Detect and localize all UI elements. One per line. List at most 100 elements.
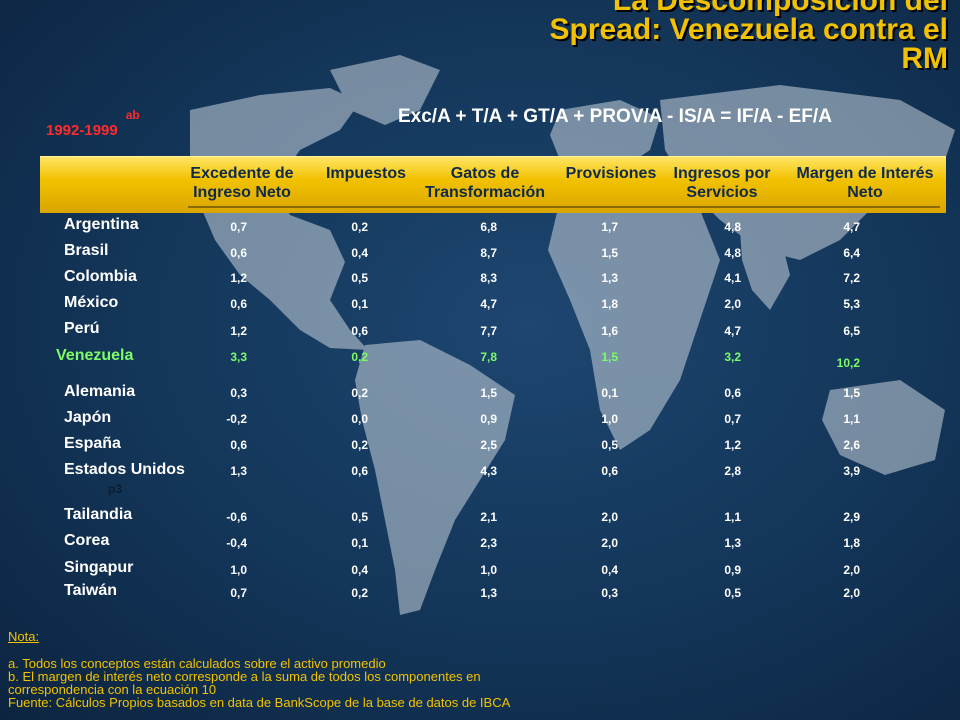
- header-underline: [188, 206, 940, 208]
- table-cell: 1,7: [601, 220, 618, 234]
- table-cell: 0,9: [480, 412, 497, 426]
- table-cell: 5,3: [843, 297, 860, 311]
- table-cell: 1,1: [843, 412, 860, 426]
- table-cell: 4,7: [843, 220, 860, 234]
- country-label: Estados Unidos: [64, 461, 185, 478]
- table-cell: 3,3: [230, 350, 247, 364]
- north-america-shape: [190, 88, 368, 350]
- table-cell: 0,1: [351, 297, 368, 311]
- slide-title: La Descomposición del Spread: Venezuela …: [549, 0, 948, 75]
- country-label: Venezuela: [56, 347, 134, 364]
- table-cell: 0,1: [601, 386, 618, 400]
- table-cell: 1,3: [601, 271, 618, 285]
- note-line: b. El margen de interés neto corresponde…: [8, 669, 481, 684]
- country-label: Alemania: [64, 383, 136, 400]
- country-label: Argentina: [64, 216, 139, 233]
- table-cell: 1,8: [843, 536, 860, 550]
- country-label: Brasil: [64, 242, 109, 259]
- table-cell: 0,0: [351, 412, 368, 426]
- table-cell: 2,1: [480, 510, 497, 524]
- table-cell: -0,4: [226, 536, 247, 550]
- table-cell: 2,6: [843, 438, 860, 452]
- table-cell: 1,1: [724, 510, 741, 524]
- table-cell: 0,2: [351, 350, 368, 364]
- country-label: Taiwán: [64, 582, 118, 599]
- country-label: Tailandia: [64, 506, 133, 523]
- table-cell: 1,6: [601, 324, 618, 338]
- note-line: correspondencia con la ecuación 10: [8, 682, 217, 697]
- table-cell: 2,0: [601, 510, 618, 524]
- table-cell: 4,3: [480, 464, 497, 478]
- table-cell: 1,0: [480, 563, 497, 577]
- table-cell: 2,3: [480, 536, 497, 550]
- table-cell: 0,3: [230, 386, 247, 400]
- country-label: Perú: [64, 320, 100, 337]
- note-line: Fuente: Cálculos Propios basados en data…: [8, 695, 511, 710]
- table-cell: 0,6: [230, 438, 247, 452]
- table-cell: 0,7: [230, 220, 247, 234]
- header-band: [40, 156, 946, 213]
- table-cell: 6,8: [480, 220, 497, 234]
- india-shape: [740, 230, 790, 310]
- table-cell: 1,3: [724, 536, 741, 550]
- table-cell: 1,5: [601, 350, 618, 364]
- south-america-shape: [355, 340, 515, 615]
- table-cell: -0,2: [226, 412, 247, 426]
- table-cell: 2,0: [843, 563, 860, 577]
- table-cell: 0,7: [230, 586, 247, 600]
- table-cell: 8,3: [480, 271, 497, 285]
- table-cell: 0,1: [351, 536, 368, 550]
- table-cell: 2,0: [724, 297, 741, 311]
- title-line: Spread: Venezuela contra el: [549, 13, 948, 46]
- column-header-gastos: Gatos de Transformación: [424, 165, 546, 201]
- table-cell: 4,1: [724, 271, 741, 285]
- column-header-margen-interes: Margen de Interés Neto: [796, 165, 934, 201]
- country-label: Japón: [64, 409, 112, 426]
- country-label: Corea: [64, 532, 110, 549]
- country-label: México: [64, 294, 119, 311]
- footnote-mark: p3: [108, 482, 123, 496]
- table-cell: 6,5: [843, 324, 860, 338]
- table-cell: 1,0: [601, 412, 618, 426]
- table-cell: 0,6: [724, 386, 741, 400]
- column-header-excedente: Excedente de Ingreso Neto: [190, 165, 294, 201]
- table-cell: 2,0: [843, 586, 860, 600]
- table-cell: 6,4: [843, 246, 860, 260]
- table-cell: 0,3: [601, 586, 618, 600]
- table-cell: 0,4: [351, 246, 368, 260]
- table-cell: 7,8: [480, 350, 497, 364]
- table-cell: 7,2: [843, 271, 860, 285]
- table-cell: 8,7: [480, 246, 497, 260]
- table-cell: 0,5: [351, 510, 368, 524]
- notes-section: Nota: a. Todos los conceptos están calcu…: [8, 630, 510, 709]
- title-line: RM: [901, 42, 948, 75]
- table-cell: 0,6: [230, 297, 247, 311]
- australia-shape: [822, 380, 945, 475]
- period-text: 1992-1999: [46, 122, 118, 139]
- table-cell: 4,8: [724, 220, 741, 234]
- table-cell: 4,7: [724, 324, 741, 338]
- table-cell: 2,8: [724, 464, 741, 478]
- country-label: Colombia: [64, 268, 137, 285]
- period-superscript: ab: [125, 108, 140, 122]
- note-line: a. Todos los conceptos están calculados …: [8, 656, 386, 671]
- table-cell: 2,5: [480, 438, 497, 452]
- table-cell: 7,7: [480, 324, 497, 338]
- table-cell: 1,0: [230, 563, 247, 577]
- table-cell: 0,5: [724, 586, 741, 600]
- table-cell: 1,8: [601, 297, 618, 311]
- table-cell: 0,6: [230, 246, 247, 260]
- table-cell: 2,0: [601, 536, 618, 550]
- table-cell: 1,2: [230, 271, 247, 285]
- country-label: España: [64, 435, 121, 452]
- table-cell: 0,4: [601, 563, 618, 577]
- period-label: 1992-1999 ab: [46, 108, 140, 139]
- table-cell: 0,4: [351, 563, 368, 577]
- column-header-provisiones: Provisiones: [565, 165, 657, 182]
- table-cell: 10,2: [836, 356, 860, 370]
- table-cell: 1,3: [480, 586, 497, 600]
- title-line: La Descomposición del: [612, 0, 948, 17]
- spread-equation: Exc/A + T/A + GT/A + PROV/A - IS/A = IF/…: [398, 106, 832, 127]
- table-cell: 2,9: [843, 510, 860, 524]
